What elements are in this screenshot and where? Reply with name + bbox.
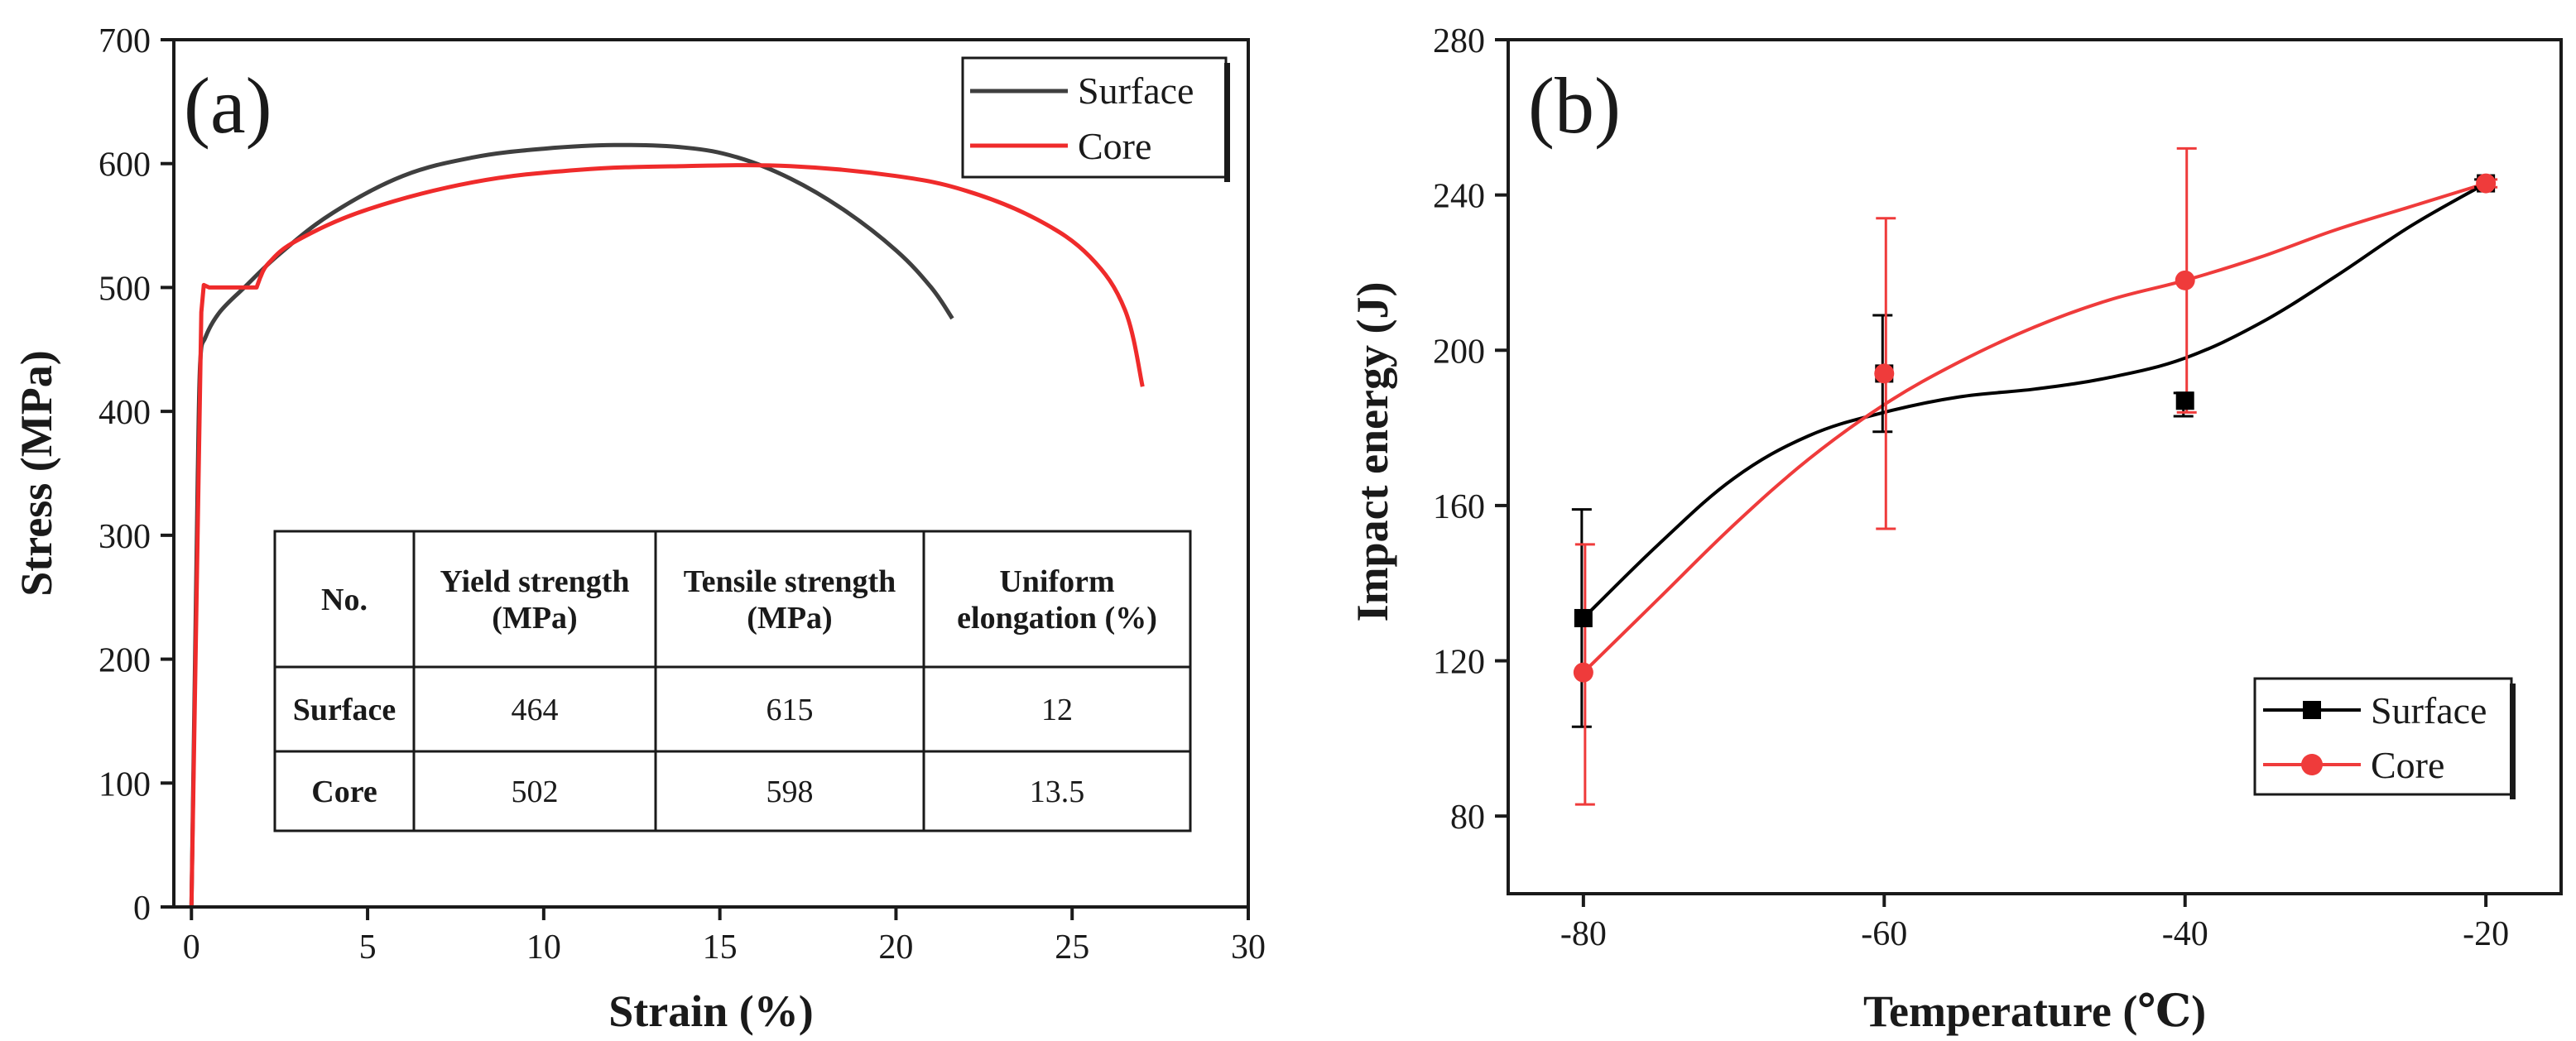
data-point-core bbox=[1573, 662, 1593, 683]
legend-marker-core bbox=[2301, 754, 2323, 775]
table-cell: 13.5 bbox=[1030, 775, 1085, 809]
panel-a-y-tick-label: 100 bbox=[99, 765, 151, 804]
table-header-cell: Yield strength bbox=[440, 564, 629, 599]
legend-marker-surface bbox=[2303, 701, 2321, 719]
panel-a-plot-frame bbox=[172, 38, 1250, 909]
data-point-core bbox=[1874, 363, 1895, 384]
data-point-core bbox=[2175, 270, 2195, 290]
panel-b-y-tick-label: 240 bbox=[1433, 178, 1485, 216]
panel-b-chart: -80 -60 -40 -20 80 120 160 200 240 280 (b) Temper… bbox=[1348, 22, 2563, 1036]
table-header-cell: (MPa) bbox=[747, 601, 832, 636]
properties-table: No.Yield strength(MPa)Tensile strength(M… bbox=[273, 530, 1192, 832]
table-header-cell: No. bbox=[321, 583, 368, 617]
panel-a-y-tick-label: 0 bbox=[133, 890, 151, 928]
data-point-surface bbox=[2175, 391, 2194, 410]
table-cell: 12 bbox=[1041, 693, 1073, 727]
panel-b-x-tick-label: -40 bbox=[2162, 915, 2208, 953]
table-row-header: Core bbox=[311, 775, 377, 809]
legend-label-surface: Surface bbox=[1078, 70, 1194, 112]
panel-a-x-tick-label: 30 bbox=[1231, 928, 1266, 967]
panel-a-x-tick-label: 15 bbox=[703, 928, 738, 967]
table-frame bbox=[273, 530, 1192, 832]
panel-b-x-axis-title: Temperature (℃) bbox=[1863, 986, 2206, 1036]
table-cell: 598 bbox=[767, 775, 814, 809]
panel-b-x-tick-label: -60 bbox=[1861, 915, 1907, 953]
table-header-cell: elongation (%) bbox=[957, 601, 1157, 636]
table-header-cell: (MPa) bbox=[492, 601, 577, 636]
panel-a-y-tick-label: 300 bbox=[99, 518, 151, 556]
legend-label-surface: Surface bbox=[2371, 689, 2487, 732]
panel-b-legend-box bbox=[2253, 677, 2513, 796]
panel-b-x-tick-label: -20 bbox=[2463, 915, 2509, 953]
series-line-core bbox=[189, 163, 1145, 908]
panel-a-y-tick-label: 500 bbox=[99, 270, 151, 308]
panel-a-y-tick-label: 600 bbox=[99, 146, 151, 185]
panel-b-y-tick-label: 120 bbox=[1433, 644, 1485, 682]
table-row-header: Surface bbox=[293, 693, 396, 727]
panel-a-label: (a) bbox=[184, 61, 272, 150]
table-cell: 464 bbox=[512, 693, 559, 727]
panel-a-x-tick-label: 20 bbox=[878, 928, 913, 967]
panel-a-legend: Surface Core bbox=[961, 56, 1230, 182]
panel-b-y-tick-label: 80 bbox=[1450, 799, 1485, 837]
panel-b-y-axis-title: Impact energy (J) bbox=[1348, 282, 1397, 622]
panel-a-x-tick-label: 25 bbox=[1055, 928, 1089, 967]
panel-b-legend-shadow bbox=[2510, 684, 2516, 799]
panel-b-y-tick-label: 200 bbox=[1433, 333, 1485, 371]
panel-b-x-tick-label: -80 bbox=[1560, 915, 1607, 953]
panel-a-legend-shadow bbox=[1224, 63, 1230, 182]
panel-b-y-tick-label: 160 bbox=[1433, 488, 1485, 526]
panel-b-plot-frame bbox=[1507, 38, 2563, 895]
panel-a-y-tick-label: 700 bbox=[99, 22, 151, 60]
table-header-cell: Uniform bbox=[999, 564, 1114, 599]
series-line-surface bbox=[189, 142, 954, 908]
panel-a-y-tick-label: 400 bbox=[99, 394, 151, 432]
table-cell: 502 bbox=[512, 775, 559, 809]
panel-b-label: (b) bbox=[1528, 61, 1621, 150]
table-cell: 615 bbox=[767, 693, 814, 727]
data-point-core bbox=[2476, 173, 2497, 194]
panel-a-x-tick-label: 10 bbox=[526, 928, 561, 967]
panel-a-x-tick-label: 5 bbox=[359, 928, 377, 967]
legend-label-core: Core bbox=[1078, 125, 1151, 167]
legend-label-core: Core bbox=[2371, 744, 2444, 786]
table-header-cell: Tensile strength bbox=[684, 564, 896, 599]
series-line-surface bbox=[1582, 181, 2487, 620]
panel-a-x-tick-label: 0 bbox=[183, 928, 200, 967]
panel-a-y-tick-label: 200 bbox=[99, 642, 151, 680]
series-line-core bbox=[1582, 181, 2487, 674]
panel-b-legend: Surface Core bbox=[2253, 677, 2516, 799]
panel-b-y-tick-label: 280 bbox=[1433, 22, 1485, 60]
data-point-surface bbox=[1574, 608, 1593, 627]
panel-a-x-axis-title: Strain (%) bbox=[608, 986, 813, 1036]
panel-a-y-axis-title: Stress (MPa) bbox=[12, 350, 61, 596]
